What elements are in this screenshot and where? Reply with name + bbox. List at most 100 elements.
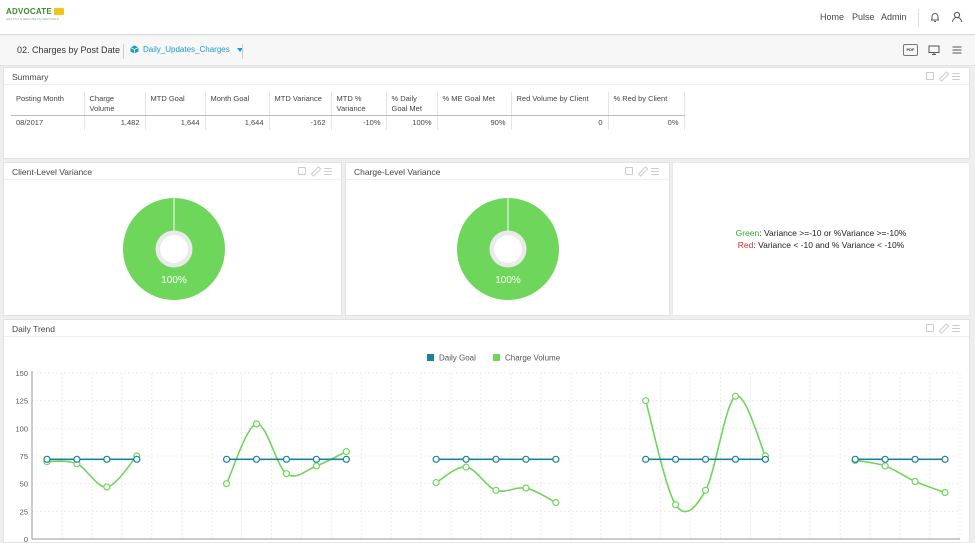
daily-goal-point[interactable]: [731, 455, 740, 463]
column-header[interactable]: Charge Volume: [84, 92, 146, 116]
daily-goal-point[interactable]: [252, 455, 261, 463]
client-variance-title: Client-Level Variance: [12, 167, 93, 177]
table-row: 08/2017 1,482 1,644 1,644 -162 -10% 100%…: [11, 115, 685, 130]
column-header[interactable]: % ME Goal Met: [437, 92, 512, 116]
daily-goal-point[interactable]: [492, 455, 500, 463]
table-cell: 0%: [608, 115, 685, 130]
expand-icon[interactable]: [926, 72, 934, 80]
cube-icon: [130, 45, 139, 54]
charge-volume-point[interactable]: [282, 470, 291, 478]
expand-icon[interactable]: [298, 167, 306, 175]
datasource-label: Daily_Updates_Charges: [143, 45, 230, 54]
charge-volume-line: [46, 455, 138, 488]
daily-goal-point[interactable]: [672, 455, 680, 463]
column-header[interactable]: % Red by Client: [608, 92, 685, 116]
column-header[interactable]: Red Volume by Client: [511, 92, 609, 116]
daily-goal-point[interactable]: [851, 455, 859, 463]
daily-goal-point[interactable]: [761, 455, 770, 463]
charge-volume-point[interactable]: [552, 498, 560, 507]
daily-goal-point[interactable]: [462, 455, 470, 463]
daily-goal-point[interactable]: [312, 455, 320, 463]
menu-icon[interactable]: [951, 44, 963, 56]
charge-volume-point[interactable]: [642, 397, 650, 405]
column-header[interactable]: Posting Month: [11, 92, 85, 116]
daily-goal-point[interactable]: [342, 455, 350, 463]
charge-volume-point[interactable]: [252, 420, 261, 428]
app-logo[interactable]: ADVOCATE HEALTH & WELLNESS SERVICES: [6, 7, 64, 21]
green-rule: : Variance >=-10 or %Variance >=-10%: [759, 228, 907, 238]
variance-rules-text: Green: Variance >=-10 or %Variance >=-10…: [672, 228, 970, 251]
column-header[interactable]: MTD Variance: [269, 92, 332, 116]
panel-menu-icon[interactable]: [324, 168, 332, 175]
table-cell: 100%: [386, 115, 438, 130]
daily-goal-point[interactable]: [881, 455, 889, 463]
edit-icon[interactable]: [939, 72, 947, 80]
client-variance-donut[interactable]: 100%: [122, 197, 226, 301]
charge-volume-point[interactable]: [432, 478, 440, 487]
charge-volume-point[interactable]: [911, 477, 919, 486]
panel-tools: [625, 167, 659, 175]
nav-admin-link[interactable]: Admin: [881, 12, 907, 22]
edit-icon[interactable]: [939, 324, 947, 332]
panel-menu-icon[interactable]: [952, 73, 960, 80]
charge-variance-donut[interactable]: 100%: [456, 197, 560, 301]
y-tick-label: 50: [20, 480, 28, 489]
table-cell: 08/2017: [11, 115, 85, 130]
charge-volume-point[interactable]: [672, 501, 680, 509]
legend-label[interactable]: Charge Volume: [505, 354, 561, 363]
daily-goal-point[interactable]: [941, 455, 949, 463]
daily-goal-point[interactable]: [701, 455, 710, 463]
charge-volume-point[interactable]: [701, 486, 710, 494]
panel-divider: [4, 179, 341, 180]
expand-icon[interactable]: [926, 324, 934, 332]
pdf-export-button[interactable]: PDF: [903, 44, 918, 56]
charge-volume-point[interactable]: [342, 447, 350, 456]
column-header[interactable]: MTD % Variance: [331, 92, 387, 116]
charge-volume-point[interactable]: [522, 484, 530, 492]
charge-volume-point[interactable]: [103, 483, 111, 491]
charge-volume-line: [644, 395, 767, 513]
edit-icon[interactable]: [311, 167, 319, 175]
summary-panel: Summary Posting Month Charge Volume MTD …: [3, 67, 970, 159]
column-header[interactable]: MTD Goal: [145, 92, 206, 116]
nav-home-link[interactable]: Home: [820, 12, 845, 22]
charge-volume-point[interactable]: [462, 463, 470, 471]
daily-goal-point[interactable]: [222, 455, 231, 463]
legend-label[interactable]: Daily Goal: [439, 354, 476, 363]
daily-goal-point[interactable]: [43, 455, 51, 463]
user-icon[interactable]: [951, 11, 963, 23]
daily-trend-chart[interactable]: 0 25 50 75 100 125 150 Daily Goal Charge Volume: [0, 340, 975, 543]
charge-volume-point[interactable]: [492, 486, 500, 494]
daily-goal-point[interactable]: [642, 455, 650, 463]
expand-icon[interactable]: [625, 167, 633, 175]
charge-volume-point[interactable]: [731, 392, 740, 400]
panel-menu-icon[interactable]: [651, 168, 659, 175]
red-rule: : Variance < -10 and % Variance < -10%: [753, 239, 905, 250]
logo-mark-icon: [53, 8, 64, 15]
table-cell: 0: [511, 115, 609, 130]
daily-goal-point[interactable]: [103, 455, 111, 463]
charge-volume-point[interactable]: [312, 462, 320, 470]
daily-goal-point[interactable]: [911, 455, 919, 463]
daily-goal-point[interactable]: [73, 455, 81, 463]
charge-volume-point[interactable]: [941, 488, 949, 497]
column-header[interactable]: % Daily Goal Met: [386, 92, 438, 116]
daily-goal-point[interactable]: [522, 455, 530, 463]
datasource-dropdown[interactable]: Daily_Updates_Charges: [130, 45, 243, 54]
panel-menu-icon[interactable]: [952, 325, 960, 332]
variance-rules-panel: [672, 162, 970, 316]
daily-goal-point[interactable]: [552, 455, 560, 463]
charge-volume-line: [435, 466, 557, 504]
bell-icon[interactable]: [929, 11, 941, 23]
y-tick-label: 75: [20, 452, 28, 461]
daily-goal-point[interactable]: [133, 455, 141, 463]
monitor-icon[interactable]: [928, 44, 940, 56]
charge-volume-point[interactable]: [881, 462, 889, 470]
charge-volume-point[interactable]: [222, 480, 231, 488]
donut-hole: [160, 235, 188, 263]
nav-pulse-link[interactable]: Pulse: [852, 12, 875, 22]
column-header[interactable]: Month Goal: [205, 92, 270, 116]
daily-goal-point[interactable]: [432, 455, 440, 463]
daily-goal-point[interactable]: [282, 455, 291, 463]
edit-icon[interactable]: [638, 167, 646, 175]
